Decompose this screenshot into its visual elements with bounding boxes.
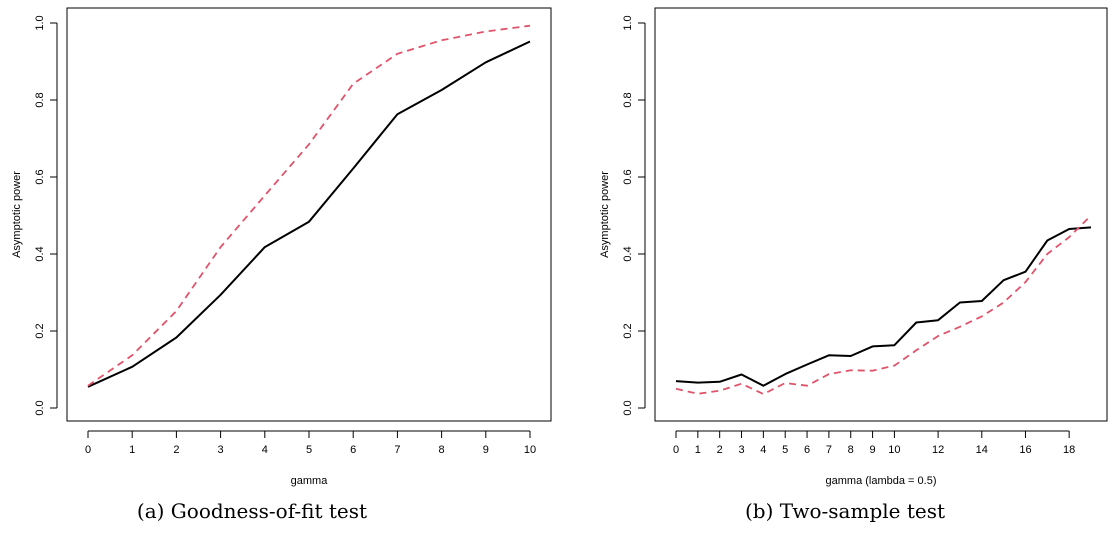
x-tick-label: 9: [483, 444, 489, 456]
x-axis-title: gamma (lambda = 0.5): [826, 475, 937, 487]
plot-frame: [66, 7, 552, 422]
x-tick-label: 3: [738, 444, 744, 456]
x-tick-label: 2: [717, 444, 723, 456]
x-tick-label: 5: [782, 444, 788, 456]
y-tick-label: 0.0: [34, 400, 46, 415]
y-tick-label: 0.8: [622, 92, 634, 107]
y-tick-label: 0.6: [34, 169, 46, 184]
x-tick-label: 12: [932, 444, 944, 456]
series-line-dashed: [87, 24, 531, 387]
x-tick-label: 3: [218, 444, 224, 456]
x-tick-label: 1: [129, 444, 135, 456]
x-tick-label: 18: [1063, 444, 1075, 456]
plot-frame: [654, 7, 1108, 422]
x-tick-label: 0: [85, 444, 91, 456]
x-tick-label: 1: [695, 444, 701, 456]
x-tick-label: 6: [804, 444, 810, 456]
x-tick-label: 0: [673, 444, 679, 456]
x-tick-label: 10: [524, 444, 536, 456]
y-tick-label: 0.8: [34, 92, 46, 107]
x-tick-label: 16: [1019, 444, 1031, 456]
y-tick-label: 0.2: [622, 323, 634, 338]
x-tick-label: 2: [173, 444, 179, 456]
x-tick-label: 7: [826, 444, 832, 456]
x-tick-label: 9: [870, 444, 876, 456]
y-tick-label: 1.0: [34, 15, 46, 30]
series-line-solid: [87, 40, 531, 388]
x-tick-label: 10: [888, 444, 900, 456]
x-axis-title: gamma: [291, 475, 329, 487]
series-line-solid: [675, 226, 1092, 387]
x-tick-label: 8: [439, 444, 445, 456]
figure-caption: (b) Two-sample test: [745, 499, 945, 523]
series-line-dashed: [675, 214, 1092, 396]
y-tick-label: 0.0: [622, 400, 634, 415]
y-tick-label: 0.2: [34, 323, 46, 338]
x-tick-label: 6: [350, 444, 356, 456]
figure-caption: (a) Goodness-of-fit test: [137, 499, 367, 523]
x-tick-label: 7: [394, 444, 400, 456]
panel-two-sample: 0.00.20.40.60.81.00 1 2 3 4 5 6 7 8 9 10 12 14 16 18ga…: [599, 7, 1108, 523]
y-axis-title: Asymptotic power: [599, 171, 611, 258]
x-tick-label: 8: [848, 444, 854, 456]
y-tick-label: 0.6: [622, 169, 634, 184]
x-tick-label: 4: [262, 444, 268, 456]
y-tick-label: 1.0: [622, 15, 634, 30]
y-tick-label: 0.4: [622, 246, 634, 261]
x-tick-label: 5: [306, 444, 312, 456]
x-tick-label: 14: [976, 444, 988, 456]
x-tick-label: 4: [760, 444, 766, 456]
y-axis-title: Asymptotic power: [11, 171, 23, 258]
panel-goodness-of-fit: 0.0 0.2 0.4 0.6 0.8 1.0 0 1 2 3 4 5 6 7 8 9 10 gamma Asymp…: [11, 7, 552, 523]
y-tick-label: 0.4: [34, 246, 46, 261]
